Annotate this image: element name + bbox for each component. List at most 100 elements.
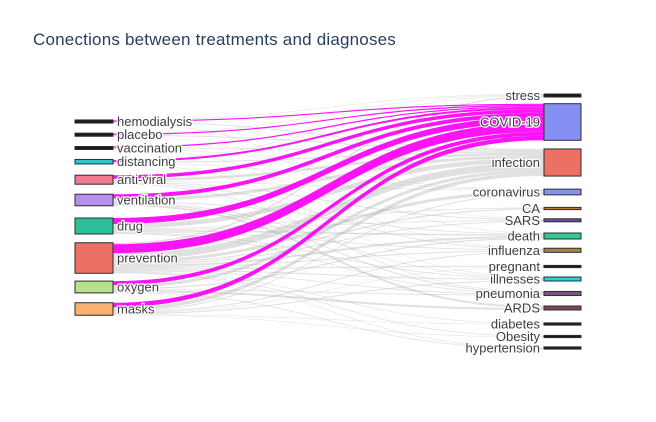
sankey-node-placebo[interactable] — [74, 132, 114, 137]
sankey-link-masks-COVID-19[interactable] — [113, 135, 544, 308]
node-label: pneumonia — [476, 286, 541, 301]
sankey-node-death[interactable] — [543, 232, 582, 240]
sankey-link-hemodialysis-infection[interactable] — [113, 121, 544, 150]
sankey-link-drug-illnesses[interactable] — [113, 232, 544, 279]
sankey-node-pregnant[interactable] — [543, 264, 582, 269]
node-label: Obesity — [496, 329, 541, 344]
sankey-link-masks-diabetes[interactable] — [113, 314, 544, 325]
node-label: vaccination — [117, 141, 182, 156]
sankey-link-distancing-COVID-19[interactable] — [113, 107, 544, 162]
node-label: drug — [117, 219, 143, 234]
node-label: oxygen — [117, 280, 159, 295]
sankey-node-diabetes[interactable] — [543, 322, 582, 326]
sankey-node-ventilation[interactable] — [74, 193, 114, 207]
node-label: hypertension — [466, 341, 540, 356]
sankey-link-hemodialysis-death[interactable] — [113, 122, 544, 234]
sankey-node-ARDS[interactable] — [543, 305, 582, 311]
sankey-node-hypertension[interactable] — [543, 346, 582, 350]
sankey-link-ventilation-COVID-19[interactable] — [113, 112, 544, 199]
sankey-link-oxygen-hypertension[interactable] — [113, 292, 544, 349]
node-label: hemodialysis — [117, 114, 193, 129]
node-label: diabetes — [491, 317, 541, 332]
sankey-link-oxygen-ARDS[interactable] — [113, 290, 544, 310]
sankey-node-infection[interactable] — [543, 148, 582, 177]
sankey-link-anti-viral-influenza[interactable] — [113, 182, 544, 250]
sankey-link-oxygen-COVID-19[interactable] — [113, 131, 544, 286]
sankey-link-prevention-pneumonia[interactable] — [113, 270, 544, 295]
sankey-link-masks-illnesses[interactable] — [113, 280, 544, 315]
sankey-node-influenza[interactable] — [543, 247, 582, 253]
sankey-link-drug-SARS[interactable] — [113, 220, 544, 231]
sankey-link-distancing-stress[interactable] — [113, 95, 544, 160]
sankey-link-placebo-COVID-19[interactable] — [113, 104, 544, 135]
sankey-links-gray — [113, 94, 544, 349]
sankey-link-ventilation-infection[interactable] — [113, 155, 544, 202]
sankey-link-ventilation-ARDS[interactable] — [113, 203, 544, 308]
sankey-node-COVID-19[interactable] — [543, 103, 582, 141]
node-label: CA — [522, 201, 540, 216]
sankey-link-prevention-hypertension[interactable] — [113, 272, 544, 348]
sankey-link-oxygen-pneumonia[interactable] — [113, 289, 544, 296]
sankey-link-masks-infection[interactable] — [113, 172, 544, 311]
sankey-link-prevention-Obesity[interactable] — [113, 271, 544, 337]
node-label: illnesses — [490, 272, 540, 287]
node-label: infection — [492, 155, 540, 170]
sankey-link-prevention-illnesses[interactable] — [113, 269, 544, 280]
node-label: distancing — [117, 154, 176, 169]
sankey-node-masks[interactable] — [74, 302, 114, 316]
sankey-link-drug-influenza[interactable] — [113, 231, 544, 251]
sankey-link-vaccination-influenza[interactable] — [113, 149, 544, 249]
sankey-link-prevention-diabetes[interactable] — [113, 271, 544, 325]
sankey-link-placebo-SARS[interactable] — [113, 135, 544, 220]
sankey-link-anti-viral-COVID-19[interactable] — [113, 109, 544, 179]
sankey-link-ventilation-pneumonia[interactable] — [113, 202, 544, 294]
sankey-link-placebo-stress[interactable] — [113, 94, 544, 134]
sankey-link-hemodialysis-COVID-19[interactable] — [113, 103, 544, 122]
sankey-link-prevention-SARS[interactable] — [113, 220, 544, 266]
sankey-node-hemodialysis[interactable] — [74, 119, 114, 124]
sankey-link-masks-pregnant[interactable] — [113, 266, 544, 314]
sankey-node-Obesity[interactable] — [543, 334, 582, 339]
sankey-node-SARS[interactable] — [543, 218, 582, 223]
sankey-link-anti-viral-infection[interactable] — [113, 152, 544, 182]
sankey-link-prevention-death[interactable] — [113, 235, 544, 268]
sankey-link-drug-COVID-19[interactable] — [113, 116, 544, 224]
sankey-link-prevention-influenza[interactable] — [113, 250, 544, 269]
sankey-node-pneumonia[interactable] — [543, 290, 582, 297]
sankey-node-distancing[interactable] — [74, 158, 114, 165]
sankey-node-illnesses[interactable] — [543, 276, 582, 282]
sankey-link-masks-coronavirus[interactable] — [113, 193, 544, 312]
sankey-link-masks-influenza[interactable] — [113, 251, 544, 313]
node-label: pregnant — [489, 259, 541, 274]
sankey-node-prevention[interactable] — [74, 242, 114, 274]
sankey-link-drug-infection[interactable] — [113, 158, 544, 229]
sankey-link-hemodialysis-stress[interactable] — [113, 94, 544, 121]
sankey-link-vaccination-COVID-19[interactable] — [113, 106, 544, 148]
sankey-link-drug-pneumonia[interactable] — [113, 233, 544, 294]
sankey-node-drug[interactable] — [74, 217, 114, 235]
node-label: COVID-19 — [480, 115, 540, 130]
sankey-node-CA[interactable] — [543, 206, 582, 211]
sankey-link-prevention-COVID-19[interactable] — [113, 122, 544, 254]
sankey-link-drug-CA[interactable] — [113, 207, 544, 230]
sankey-link-oxygen-death[interactable] — [113, 237, 544, 290]
sankey-node-coronavirus[interactable] — [543, 188, 582, 196]
sankey-link-oxygen-infection[interactable] — [113, 169, 544, 289]
sankey-node-stress[interactable] — [543, 93, 582, 98]
sankey-link-anti-viral-SARS[interactable] — [113, 181, 544, 220]
sankey-link-distancing-coronavirus[interactable] — [113, 162, 544, 191]
sankey-link-prevention-CA[interactable] — [113, 208, 544, 265]
sankey-link-masks-Obesity[interactable] — [113, 314, 544, 338]
node-label: SARS — [505, 213, 541, 228]
sankey-link-ventilation-illnesses[interactable] — [113, 202, 544, 279]
node-label: death — [507, 229, 540, 244]
sankey-link-ventilation-death[interactable] — [113, 201, 544, 235]
sankey-node-anti-viral[interactable] — [74, 174, 114, 185]
sankey-node-vaccination[interactable] — [74, 146, 114, 150]
sankey-node-oxygen[interactable] — [74, 280, 114, 294]
sankey-link-prevention-infection[interactable] — [113, 162, 544, 261]
node-label: masks — [117, 302, 155, 317]
sankey-link-prevention-coronavirus[interactable] — [113, 190, 544, 264]
sankey-link-anti-viral-pneumonia[interactable] — [113, 183, 544, 293]
